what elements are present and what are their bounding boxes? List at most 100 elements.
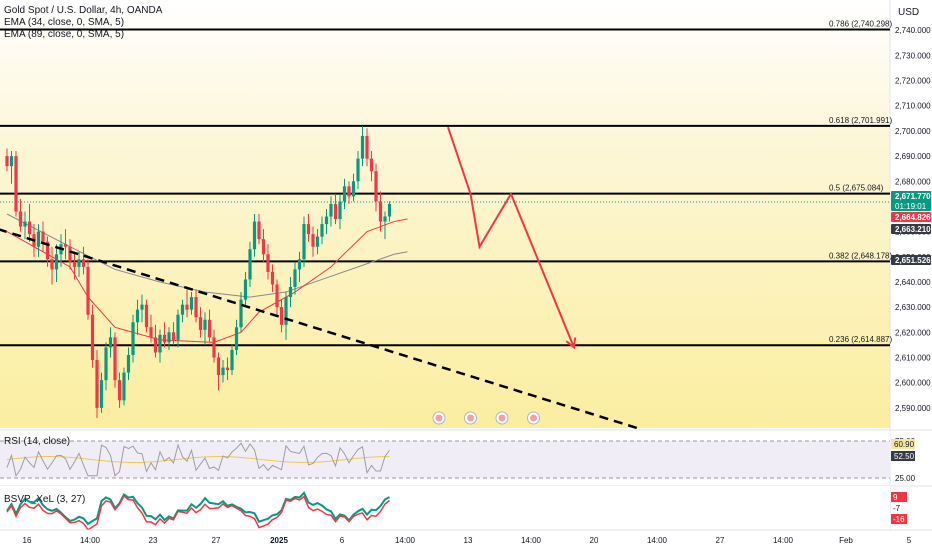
bsvp-value-text: -7 bbox=[893, 504, 901, 513]
candle-body bbox=[194, 297, 198, 318]
candle-body bbox=[252, 221, 257, 250]
event-marker-dot bbox=[530, 414, 537, 422]
candle-body bbox=[234, 327, 239, 350]
candle-body bbox=[95, 360, 99, 408]
x-tick-label: 14:00 bbox=[395, 536, 416, 545]
fib-level-label: 0.236 (2,614.887) bbox=[829, 335, 892, 344]
candle-body bbox=[383, 216, 387, 222]
rsi-value-tag bbox=[891, 439, 915, 449]
candle-body bbox=[104, 347, 108, 381]
price-tag-countdown: 01:19:01 bbox=[895, 202, 927, 211]
candle-body bbox=[338, 201, 342, 220]
bsvp-pane-background bbox=[0, 486, 890, 530]
candle-body bbox=[293, 269, 297, 288]
y-tick-label: 2,730.000 bbox=[895, 51, 931, 60]
y-tick-label: 2,710.000 bbox=[895, 102, 931, 111]
fib-level-label: 0.382 (2,648.178) bbox=[829, 251, 892, 260]
x-tick-label: 14:00 bbox=[647, 536, 668, 545]
candle-body bbox=[198, 317, 203, 330]
price-tag-value: 2,651.526 bbox=[895, 256, 931, 265]
bsvp-value-tag bbox=[891, 492, 907, 502]
price-tag-value: 2,671.770 bbox=[895, 192, 931, 201]
candle-body bbox=[279, 307, 284, 325]
candle-body bbox=[27, 221, 32, 235]
candle-body bbox=[387, 203, 392, 217]
candle-body bbox=[207, 319, 212, 338]
candle-body bbox=[131, 322, 135, 355]
candle-body bbox=[275, 284, 279, 308]
candle-body bbox=[9, 156, 14, 167]
y-tick-label: 2,700.000 bbox=[895, 127, 931, 136]
candle-body bbox=[315, 236, 320, 247]
event-marker-dot bbox=[435, 414, 443, 422]
candle-body bbox=[54, 254, 59, 270]
candle-body bbox=[5, 156, 9, 167]
candle-body bbox=[378, 201, 383, 222]
candle-body bbox=[365, 135, 369, 159]
candle-body bbox=[324, 216, 329, 225]
bsvp-value-tag bbox=[891, 503, 907, 513]
candle-body bbox=[342, 186, 347, 202]
candle-body bbox=[90, 314, 95, 361]
bsvp-value-tag bbox=[891, 514, 907, 524]
y-tick-label: 2,610.000 bbox=[895, 354, 931, 363]
candle-body bbox=[140, 304, 144, 310]
candle-body bbox=[72, 261, 77, 267]
candle-body bbox=[261, 239, 266, 255]
candle-body bbox=[203, 319, 207, 330]
candle-body bbox=[122, 372, 126, 401]
ema34-legend[interactable]: EMA (34, close, 0, SMA, 5) bbox=[4, 17, 125, 28]
candle-body bbox=[189, 297, 194, 310]
candle-body bbox=[158, 334, 162, 353]
y-tick-label: 2,680.000 bbox=[895, 177, 931, 186]
x-tick-label: 23 bbox=[149, 536, 158, 545]
candle-body bbox=[216, 357, 221, 376]
candle-body bbox=[77, 259, 81, 267]
candle-body bbox=[149, 327, 153, 338]
candle-body bbox=[153, 337, 158, 353]
candle-body bbox=[257, 221, 261, 240]
main-pane-background bbox=[0, 0, 890, 428]
candle-body bbox=[306, 224, 311, 235]
candle-body bbox=[50, 259, 54, 270]
candle-body bbox=[63, 244, 68, 247]
rsi-label[interactable]: RSI (14, close) bbox=[4, 436, 71, 447]
candle-body bbox=[135, 309, 140, 323]
candle-body bbox=[356, 158, 360, 182]
currency-label: USD bbox=[898, 7, 920, 18]
candle-body bbox=[248, 249, 252, 280]
bsvp-label[interactable]: BSVP_XeL (3, 27) bbox=[4, 494, 86, 505]
price-tag bbox=[891, 255, 931, 265]
candle-body bbox=[86, 266, 90, 315]
candle-body bbox=[347, 186, 351, 197]
y-tick-label: 2,640.000 bbox=[895, 278, 931, 287]
candle-body bbox=[41, 231, 45, 242]
chart-legend: Gold Spot / U.S. Dollar, 4h, OANDA EMA (… bbox=[4, 5, 162, 41]
projection-path bbox=[447, 126, 575, 348]
price-tag-value: 2,663.210 bbox=[895, 225, 931, 234]
fib-level-label: 0.5 (2,675.084) bbox=[829, 184, 884, 193]
candle-body bbox=[329, 203, 333, 217]
y-tick-label: 2,690.000 bbox=[895, 152, 931, 161]
candle-body bbox=[311, 234, 315, 247]
candle-body bbox=[68, 246, 72, 262]
candle-body bbox=[239, 299, 243, 328]
x-tick-label: 5 bbox=[907, 536, 912, 545]
candle-body bbox=[180, 304, 185, 315]
candle-body bbox=[284, 297, 288, 325]
candle-body bbox=[243, 279, 248, 300]
x-tick-label: 27 bbox=[716, 536, 725, 545]
candle-body bbox=[117, 380, 122, 401]
rsi-value-tag bbox=[891, 451, 915, 461]
x-tick-label: 2025 bbox=[270, 536, 288, 545]
event-marker-dot bbox=[498, 414, 506, 422]
chart-title[interactable]: Gold Spot / U.S. Dollar, 4h, OANDA bbox=[4, 5, 163, 16]
candle-body bbox=[266, 254, 270, 272]
candle-body bbox=[302, 224, 306, 260]
ema89-legend[interactable]: EMA (89, close, 0, SMA, 5) bbox=[4, 29, 125, 40]
bsvp-sell-line bbox=[6, 494, 390, 531]
dashed-trendline bbox=[0, 228, 638, 430]
x-tick-label: 14:00 bbox=[773, 536, 794, 545]
